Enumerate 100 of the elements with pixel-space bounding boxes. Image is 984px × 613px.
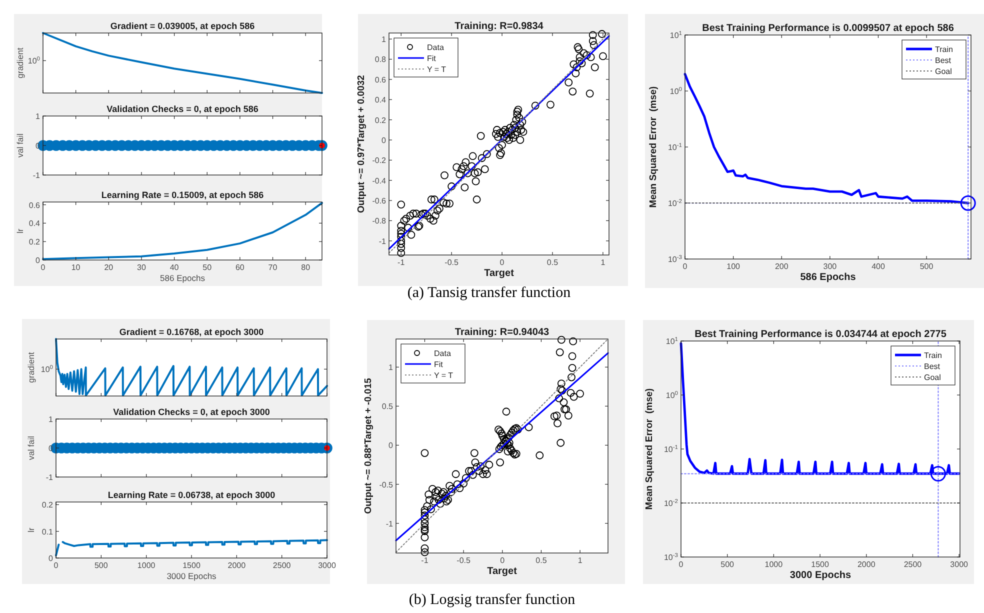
y-tick-label: 1 — [382, 35, 387, 44]
x-tick-label: 3000 — [318, 561, 336, 570]
x-tick-label: 0 — [500, 258, 505, 267]
y-axis-title: Mean Squared Error (mse) — [648, 86, 659, 208]
y-axis-title: gradient — [15, 47, 25, 78]
y-tick-label: -0.5 — [379, 480, 394, 490]
y-tick-label: 10$^{-1}$ — [664, 445, 678, 454]
x-tick-label: 300 — [823, 262, 838, 271]
y-tick-label: -0.8 — [372, 216, 387, 226]
x-tick-label: 1 — [600, 258, 606, 267]
x-tick-label: 50 — [202, 263, 212, 272]
y-tick-label: 0.2 — [374, 116, 387, 125]
x-tick-label: 100 — [726, 262, 741, 271]
y-tick-label: 0.2 — [42, 500, 54, 510]
chart-title: Training: R=0.9834 — [454, 21, 544, 32]
y-axis-title: val fail — [15, 133, 25, 158]
x-tick-label: 80 — [301, 263, 311, 272]
legend-label: Fit — [434, 360, 444, 369]
y-tick-label: 0.6 — [28, 200, 41, 210]
legend-label: Fit — [427, 54, 437, 63]
chart-title: Gradient = 0.039005, at epoch 586 — [110, 21, 255, 31]
x-tick-label: 70 — [268, 263, 278, 272]
x-tick-label: 30 — [137, 263, 146, 272]
y-tick-label: -0.4 — [372, 176, 387, 186]
x-tick-label: 2000 — [228, 561, 246, 570]
y-tick-label: 0.6 — [374, 75, 387, 84]
y-tick-label: 0 — [48, 444, 54, 453]
x-tick-label: -1 — [398, 258, 406, 267]
y-tick-label: -0.6 — [372, 196, 387, 206]
y-axis-title: lr — [26, 527, 36, 532]
y-tick-label: 1 — [36, 112, 41, 121]
y-tick-label: 10$^{1}$ — [670, 31, 682, 40]
y-axis-title: lr — [15, 228, 25, 234]
chart-title: Gradient = 0.16768, at epoch 3000 — [119, 327, 264, 337]
y-tick-label: 10$^{-2}$ — [664, 498, 678, 508]
y-tick-label: -1 — [386, 519, 394, 528]
y-tick-label: 10$^{-2}$ — [668, 198, 682, 208]
x-axis-title: 586 Epochs — [800, 272, 856, 283]
y-tick-label: 1 — [48, 415, 54, 424]
chart-title: Best Training Performance is 0.0099507 at epoch 586 — [702, 23, 954, 34]
chart-title: Best Training Performance is 0.034744 at epoch 2775 — [694, 329, 947, 340]
y-tick-label: 0.2 — [28, 238, 41, 247]
y-tick-label: -1 — [46, 473, 54, 482]
x-tick-label: 1000 — [764, 560, 784, 569]
x-tick-label: -0.5 — [456, 556, 471, 565]
chart-title: Validation Checks = 0, at epoch 586 — [106, 104, 258, 114]
y-tick-label: -1 — [378, 236, 387, 246]
y-tick-label: 0.4 — [28, 219, 41, 228]
y-axis-title: val fail — [26, 436, 36, 460]
y-tick-label: 0.8 — [374, 55, 387, 64]
legend-label: Train — [935, 45, 953, 54]
legend-label: Y = T — [434, 371, 454, 380]
y-tick-label: 10$^{1}$ — [666, 337, 678, 346]
chart-title: Learning Rate = 0.06738, at epoch 3000 — [108, 490, 276, 500]
y-tick-label: -1 — [32, 171, 41, 180]
y-axis-title: Mean Squared Error (mse) — [644, 388, 655, 510]
x-tick-label: 0.5 — [536, 556, 548, 565]
x-tick-label: 1500 — [182, 561, 201, 570]
y-tick-label: 10$^{0}$ — [670, 86, 682, 96]
x-axis-title: Target — [487, 566, 518, 577]
y-tick-label: 0.4 — [374, 96, 387, 105]
legend-label: Best — [935, 56, 952, 65]
y-axis-title: Output ~= 0.97*Target + 0.0032 — [356, 75, 367, 213]
legend-label: Data — [427, 43, 444, 52]
x-tick-label: 20 — [104, 263, 114, 272]
x-tick-label: 0.5 — [546, 258, 559, 267]
y-tick-label: 0 — [382, 136, 387, 145]
legend-label: Train — [924, 351, 942, 360]
x-tick-label: 200 — [774, 262, 789, 271]
legend-label: Goal — [924, 373, 942, 382]
x-tick-label: 10 — [71, 263, 81, 272]
y-tick-label: 10$^{-3}$ — [668, 254, 682, 264]
y-tick-label: 10$^{0}$ — [666, 390, 678, 400]
x-tick-label: 1500 — [811, 560, 830, 569]
x-tick-label: 2500 — [272, 561, 292, 570]
x-tick-label: 500 — [920, 262, 934, 271]
y-tick-label: 10$^{-3}$ — [664, 552, 678, 562]
legend-label: Best — [924, 362, 941, 371]
x-tick-label: 40 — [170, 263, 180, 272]
x-tick-label: 2000 — [857, 560, 876, 569]
y-tick-label: 1 — [388, 363, 394, 372]
y-tick-label: 0 — [388, 441, 394, 450]
x-tick-label: 1 — [578, 556, 583, 565]
x-tick-label: 3000 — [950, 560, 969, 569]
y-tick-label: 0.1 — [42, 527, 54, 536]
x-tick-label: -0.5 — [444, 258, 460, 267]
x-tick-label: 400 — [872, 262, 886, 271]
x-tick-label: -1 — [421, 556, 429, 565]
x-tick-label: 500 — [720, 560, 735, 569]
legend-label: Y = T — [427, 65, 446, 74]
x-tick-label: 60 — [235, 263, 245, 272]
x-tick-label: 1000 — [137, 561, 156, 570]
text: (a) Tansig transfer function — [407, 285, 572, 301]
x-axis-title: 3000 Epochs — [166, 571, 216, 581]
y-tick-label: 10$^{-1}$ — [668, 143, 682, 152]
x-tick-label: 2500 — [904, 560, 922, 569]
legend-label: Data — [434, 349, 452, 358]
x-axis-title: Target — [484, 268, 515, 279]
chart-title: Training: R=0.94043 — [454, 327, 550, 338]
y-tick-label: 0.5 — [382, 402, 394, 412]
